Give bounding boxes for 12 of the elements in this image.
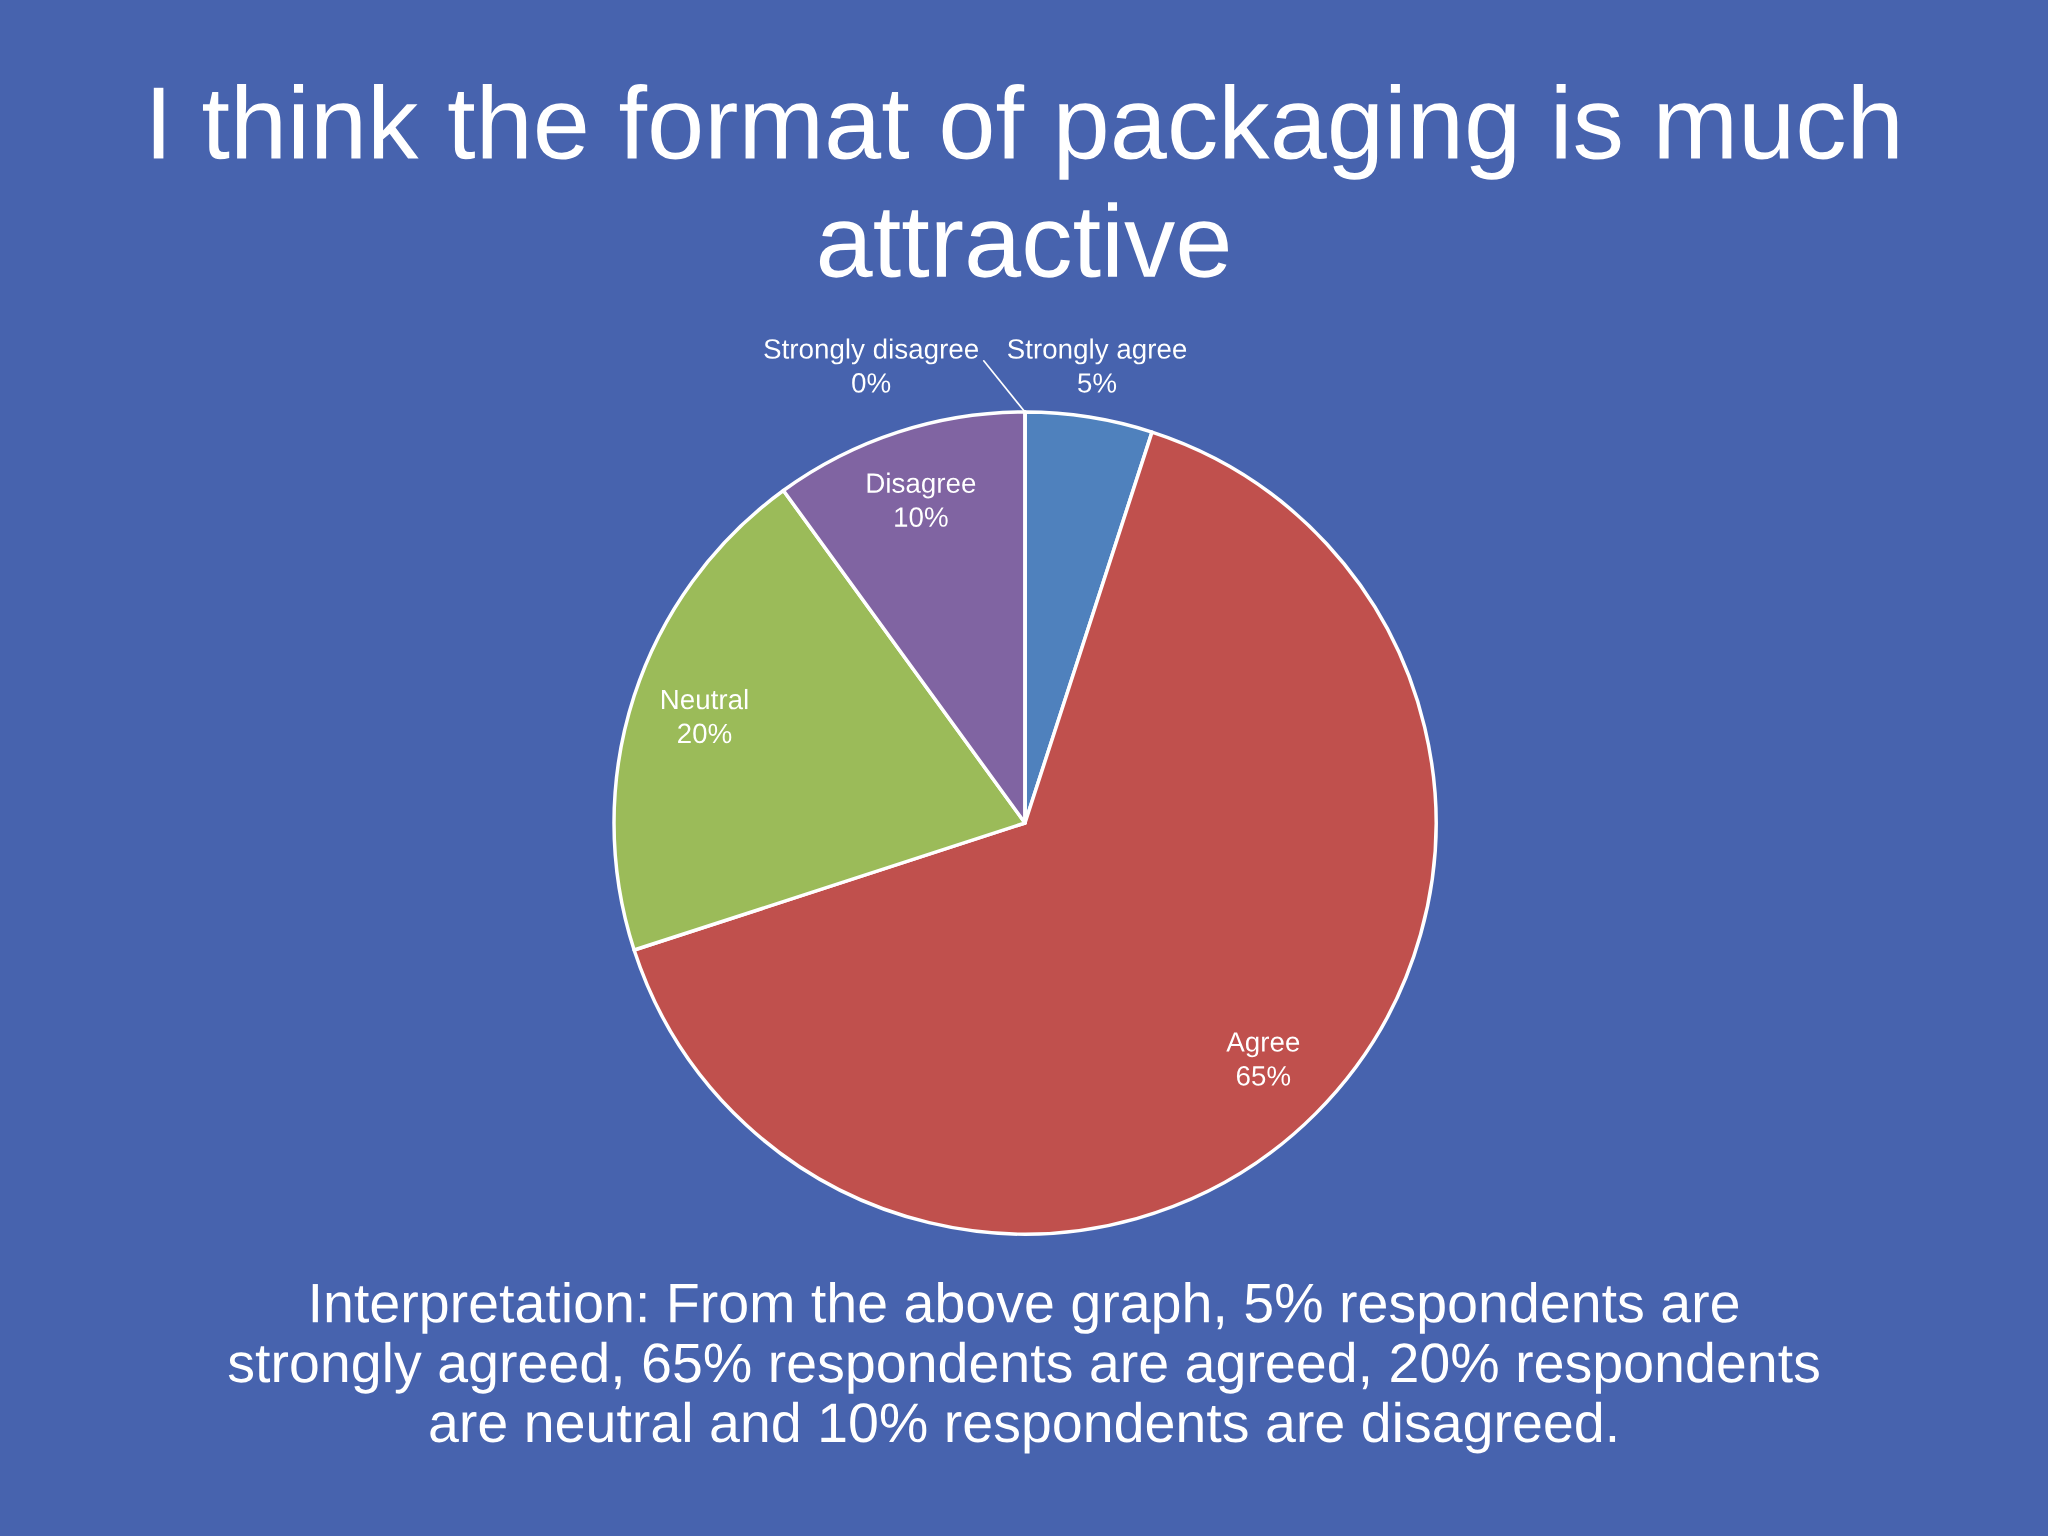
chart-title: I think the format of packaging is much attractive <box>153 84 1898 278</box>
data-label: 5% <box>1078 373 1117 393</box>
slice-label: Strongly agree <box>1007 338 1187 365</box>
slice-label: Agree <box>1226 1032 1300 1058</box>
text: 0% <box>852 373 891 393</box>
data-label: 65% <box>1236 1066 1291 1086</box>
slice-label: Neutral <box>661 688 748 710</box>
text: Interpretation: From the above graph, 5% respondents are strongly agreed, 65% respondents are agreed, 20% respondents are neutral and 10% respondents are disagreed. <box>228 1282 1819 1454</box>
data-label: 10% <box>895 507 948 527</box>
data-label: 20% <box>678 723 732 744</box>
slice-label: Disagree <box>867 472 976 499</box>
category-label: Strongly disagree <box>764 338 978 365</box>
